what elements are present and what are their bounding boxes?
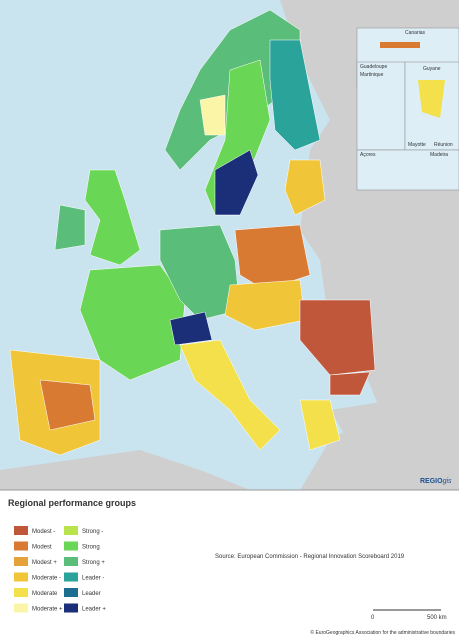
brand-suffix: gis [443, 478, 452, 485]
insets [356, 27, 459, 191]
legend-label: Modest + [32, 560, 57, 566]
legend-label: Strong + [82, 560, 105, 566]
legend-label: Leader [82, 591, 101, 597]
romania [299, 299, 376, 376]
inset-label: Canarias [405, 30, 426, 36]
france [79, 264, 186, 381]
inset-box [356, 61, 406, 151]
source: Source: European Commission - Regional I… [215, 554, 405, 560]
legend-swatch [64, 572, 78, 582]
canarias [380, 42, 420, 48]
finland [269, 39, 321, 151]
legend-label: Moderate - [32, 576, 61, 582]
norway-north [199, 94, 226, 136]
germany [159, 224, 241, 321]
legend-swatch [64, 526, 78, 535]
legend-swatch [64, 603, 78, 613]
inset-label: Madeira [430, 152, 448, 158]
legend-title: Regional performance groups [8, 498, 136, 508]
legend-swatch [14, 588, 28, 597]
guyane [418, 80, 445, 118]
legend-label: Strong - [82, 529, 103, 535]
legend-swatch [64, 541, 78, 551]
turkey [330, 390, 459, 470]
legend-label: Strong [82, 545, 100, 551]
inset-label: Martinique [360, 72, 384, 78]
central-europe [224, 279, 306, 331]
inset-label: Açores [360, 152, 376, 158]
legend-label: Leader + [82, 607, 106, 613]
legend-swatch [14, 526, 28, 535]
legend-label: Moderate + [32, 607, 63, 613]
legend-swatch [14, 603, 28, 613]
scale-start: 0 [371, 615, 375, 621]
legend-label: Leader - [82, 576, 104, 582]
africa [0, 450, 250, 490]
stockholm [214, 149, 259, 216]
legend-label: Moderate [32, 591, 58, 597]
legend-label: Modest [32, 545, 52, 551]
legend-swatch [14, 557, 28, 566]
great-britain [84, 169, 141, 266]
inset-label: Mayotte [408, 142, 426, 148]
inset-label: Guadeloupe [360, 64, 387, 70]
bulgaria [329, 371, 371, 396]
inset-label: Guyane [423, 66, 441, 72]
scale-end: 500 km [427, 615, 447, 621]
legend-swatch [14, 541, 28, 551]
legend-label: Modest - [32, 529, 55, 535]
ireland [54, 204, 86, 251]
italy [179, 339, 281, 451]
legend-swatch [64, 588, 78, 597]
greece [299, 399, 341, 451]
switzerland [169, 311, 213, 346]
spain-central [39, 379, 96, 431]
legend-swatch [14, 572, 28, 582]
copyright: © EuroGeographics Association for the ad… [310, 629, 455, 636]
map [0, 0, 459, 490]
legend-swatch [64, 557, 78, 566]
baltics [284, 159, 326, 216]
brand-prefix: REGIO [420, 478, 443, 485]
inset-box [356, 149, 459, 191]
inset-label: Réunion [434, 142, 453, 148]
brand: REGIOgis [420, 478, 452, 485]
